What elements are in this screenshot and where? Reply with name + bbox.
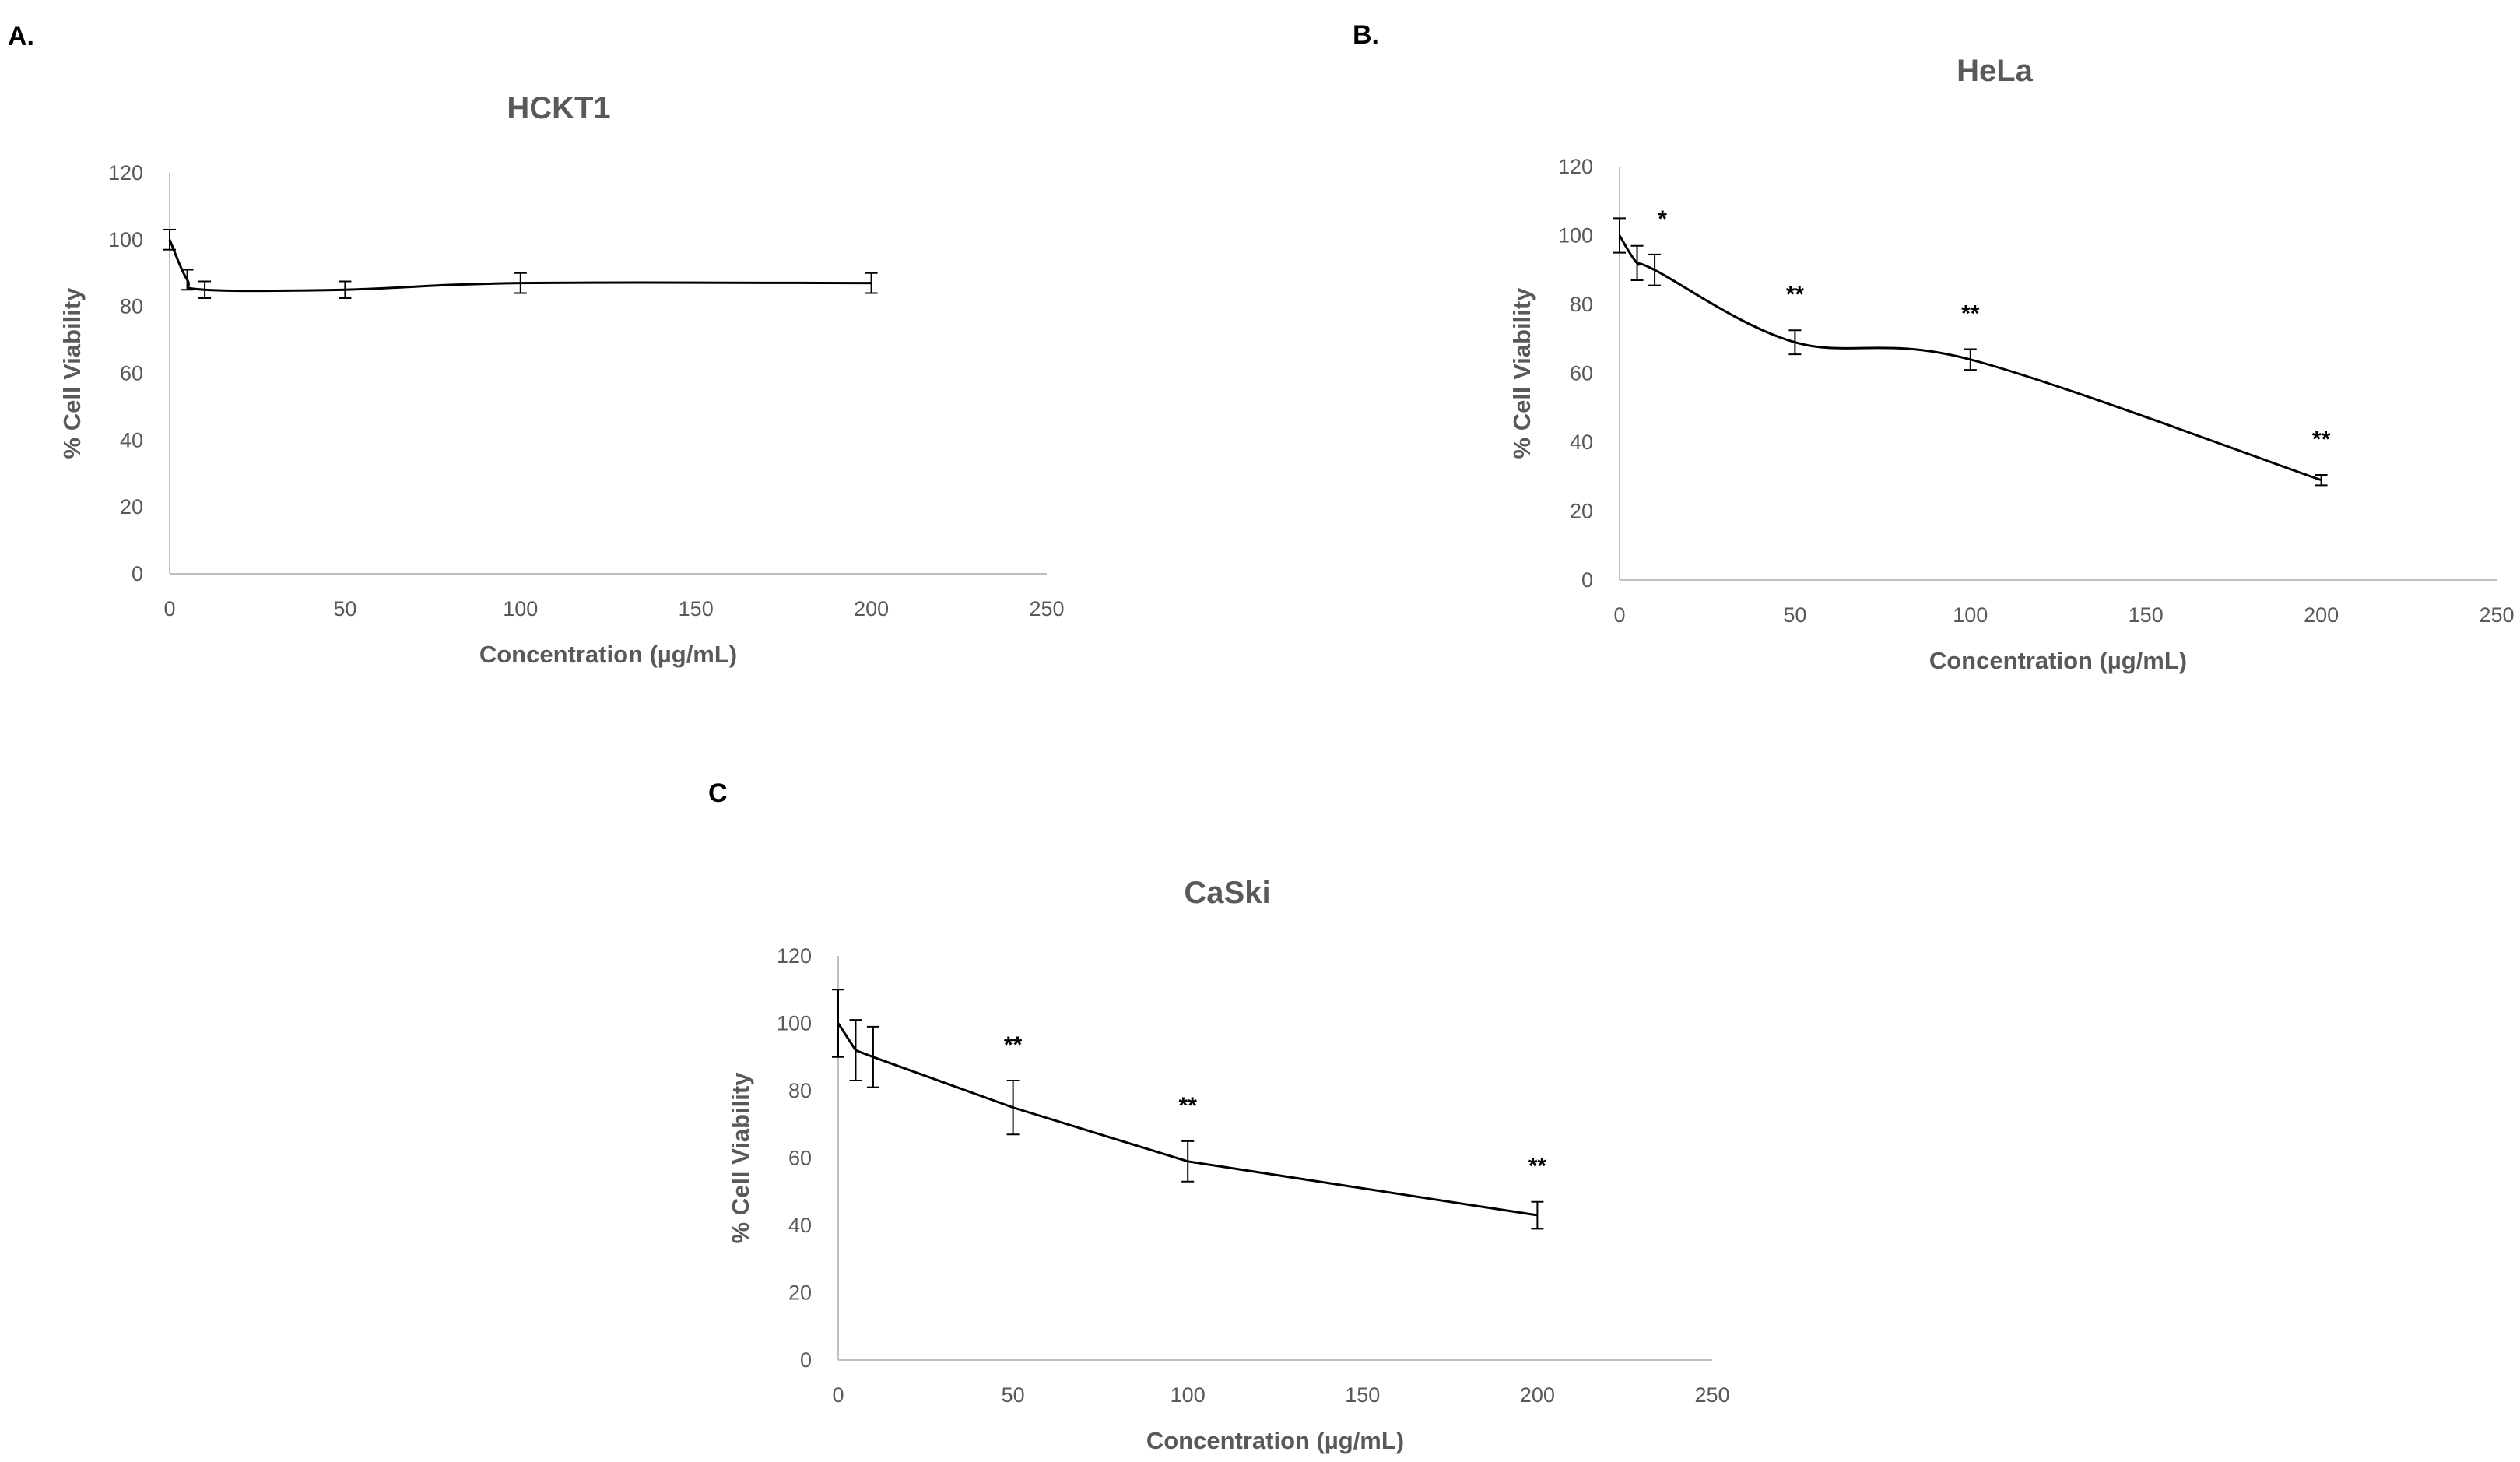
chart-title: CaSki: [1184, 876, 1270, 910]
y-axis-label: % Cell Viability: [58, 287, 86, 459]
error-bar: [1006, 1080, 1020, 1136]
x-tick-label: 0: [163, 597, 175, 620]
chart-title: HeLa: [1957, 54, 2034, 88]
x-axis-label: Concentration (µg/mL): [1929, 647, 2187, 674]
error-bar: [1613, 217, 1626, 254]
significance-marker: **: [1961, 301, 1980, 327]
y-tick-label: 60: [788, 1147, 812, 1170]
x-tick-label: 150: [679, 597, 714, 620]
panel-label: C: [708, 778, 728, 808]
chart-hela: B. HeLa 0 20 40 60 80 100 120 0 50 100 150 200 250 Conc…: [1353, 20, 2515, 674]
y-axis-label: % Cell Viability: [727, 1072, 754, 1244]
error-bar: [181, 269, 194, 291]
x-tick-label: 100: [1171, 1383, 1206, 1407]
x-tick-label: 250: [1029, 597, 1064, 620]
x-tick-label: 50: [1002, 1383, 1025, 1407]
y-tick-label: 80: [120, 295, 143, 318]
chart-hckt1: A. HCKT1 0 20 40 60 80 100 120 0 50 100 150 200 250 Con…: [8, 22, 1065, 668]
error-bar: [339, 280, 352, 299]
error-bar: [849, 1019, 862, 1082]
chart-title: HCKT1: [507, 91, 610, 125]
x-tick-label: 150: [2129, 603, 2164, 627]
y-axis-label: % Cell Viability: [1508, 287, 1536, 459]
x-tick-label: 100: [503, 597, 538, 620]
x-tick-label: 200: [1520, 1383, 1555, 1407]
x-axis-label: Concentration (µg/mL): [479, 641, 737, 668]
error-bar: [1648, 253, 1662, 286]
x-tick-label: 100: [1953, 603, 1988, 627]
y-tick-label: 40: [120, 428, 143, 452]
x-tick-label: 200: [854, 597, 889, 620]
error-bar: [1181, 1140, 1195, 1183]
y-tick-label: 0: [1581, 568, 1593, 592]
x-tick-label: 50: [1783, 603, 1806, 627]
error-bar: [1630, 244, 1644, 282]
y-tick-label: 100: [1558, 224, 1593, 248]
x-tick-label: 150: [1345, 1383, 1380, 1407]
significance-marker: **: [1004, 1032, 1023, 1058]
x-tick-label: 250: [2479, 603, 2514, 627]
error-bar: [2315, 474, 2328, 487]
error-bar: [1531, 1200, 1544, 1230]
series-line: [168, 239, 872, 293]
x-axis-label: Concentration (µg/mL): [1146, 1427, 1404, 1454]
significance-marker: **: [1179, 1093, 1198, 1119]
x-tick-label: 200: [2304, 603, 2339, 627]
y-tick-label: 20: [120, 495, 143, 518]
chart-caski: C CaSki 0 20 40 60 80 100 120 0 50 100 150 200 250 Conc…: [708, 778, 1730, 1454]
y-tick-label: 100: [777, 1012, 812, 1035]
y-tick-label: 80: [788, 1079, 812, 1102]
y-tick-label: 40: [1570, 431, 1593, 454]
error-bar: [832, 989, 844, 1058]
y-tick-label: 40: [788, 1214, 812, 1237]
error-bar: [514, 272, 527, 294]
error-bar: [163, 228, 176, 251]
significance-marker: **: [1786, 282, 1805, 308]
error-bar: [198, 280, 212, 299]
y-tick-label: 120: [108, 161, 143, 185]
panel-label: A.: [8, 22, 34, 51]
y-tick-label: 80: [1570, 293, 1593, 316]
y-tick-label: 0: [800, 1348, 812, 1372]
series-line: [1618, 234, 2322, 482]
error-bar: [1964, 348, 1977, 371]
error-bar: [866, 1025, 879, 1088]
series-line: [837, 1022, 1538, 1217]
y-tick-label: 20: [1570, 500, 1593, 523]
significance-marker: *: [1658, 206, 1667, 232]
panel-label: B.: [1353, 20, 1379, 50]
y-tick-label: 0: [132, 562, 143, 585]
y-tick-label: 120: [1558, 155, 1593, 178]
significance-marker: **: [1528, 1154, 1547, 1179]
x-tick-label: 0: [1613, 603, 1625, 627]
y-tick-label: 100: [108, 228, 143, 251]
y-tick-label: 60: [1570, 362, 1593, 385]
y-tick-label: 60: [120, 362, 143, 385]
x-tick-label: 0: [832, 1383, 844, 1407]
error-bar: [1788, 329, 1802, 356]
y-tick-label: 20: [788, 1281, 812, 1305]
x-tick-label: 250: [1694, 1383, 1729, 1407]
error-bar: [865, 272, 878, 294]
x-tick-label: 50: [333, 597, 356, 620]
y-tick-label: 120: [777, 944, 812, 968]
significance-marker: **: [2312, 427, 2331, 452]
